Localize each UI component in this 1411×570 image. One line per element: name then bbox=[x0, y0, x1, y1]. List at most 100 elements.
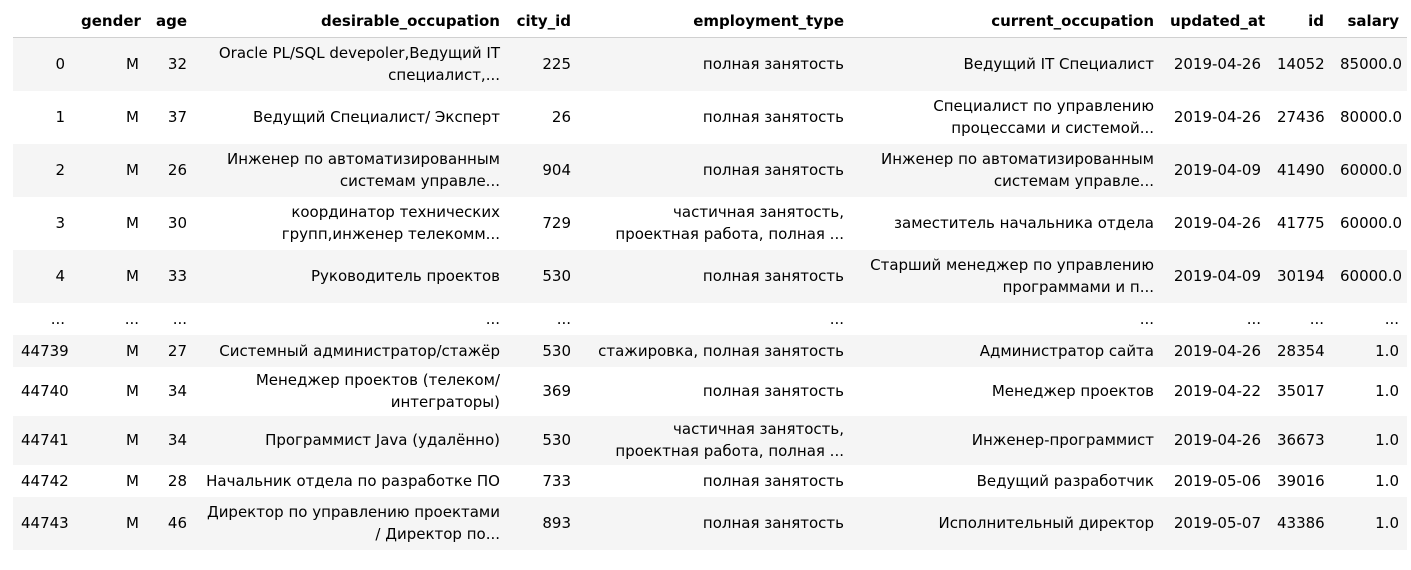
id-cell: 35017 bbox=[1277, 382, 1325, 400]
column-header-desirable-occupation: desirable_occupation bbox=[195, 5, 508, 38]
employment-type-cell: полная занятость bbox=[579, 497, 852, 550]
row-index: 44739 bbox=[21, 341, 69, 360]
column-header-index bbox=[13, 5, 73, 38]
gender-cell: M bbox=[126, 267, 139, 285]
gender-cell: M bbox=[126, 341, 139, 360]
current-occupation-text: Исполнительный директор bbox=[938, 514, 1154, 532]
employment-type-cell: полная занятость bbox=[579, 144, 852, 197]
table-row: 44740 M 34 Менеджер проектов (телеком/ и… bbox=[13, 366, 1407, 416]
employment-type-text: стажировка, полная занятость bbox=[598, 341, 844, 360]
current-occupation-text: Специалист по управлению процессами и си… bbox=[933, 97, 1154, 137]
employment-type-text: полная занятость bbox=[702, 55, 844, 74]
city-id-cell: 530 bbox=[542, 341, 571, 360]
desirable-occupation-cell: Ведущий Специалист/ Эксперт bbox=[195, 91, 508, 144]
current-occupation-cell: ... bbox=[1139, 309, 1154, 328]
updated-at-cell: 2019-04-26 bbox=[1173, 341, 1261, 360]
column-header-gender: gender bbox=[73, 5, 147, 38]
current-occupation-cell: Администратор сайта bbox=[852, 335, 1162, 367]
salary-cell: ... bbox=[1384, 309, 1399, 328]
column-header-age: age bbox=[147, 5, 195, 38]
desirable-occupation-text: Программист Java (удалённо) bbox=[265, 431, 500, 449]
ellipsis-row: ... ... ... ... ... ... ... ... ... ... bbox=[13, 302, 1407, 335]
salary-cell: 60000.0 bbox=[1340, 214, 1403, 232]
gender-cell: M bbox=[126, 431, 139, 449]
desirable-occupation-text: координатор технических групп,инженер те… bbox=[281, 203, 500, 243]
updated-at-cell: 2019-04-09 bbox=[1173, 161, 1261, 179]
age-cell: 26 bbox=[167, 161, 187, 179]
updated-at-cell: 2019-04-26 bbox=[1173, 214, 1261, 232]
current-occupation-text: Инженер по автоматизированным системам у… bbox=[880, 150, 1154, 190]
column-header-id: id bbox=[1269, 5, 1332, 38]
salary-cell: 85000.0 bbox=[1340, 55, 1403, 74]
employment-type-cell: ... bbox=[829, 309, 844, 328]
row-index: 1 bbox=[55, 108, 65, 126]
updated-at-cell: 2019-04-26 bbox=[1173, 108, 1261, 126]
employment-type-text: полная занятость bbox=[702, 161, 844, 179]
gender-cell: M bbox=[126, 514, 139, 532]
desirable-occupation-text: Начальник отдела по разработке ПО bbox=[206, 471, 500, 490]
current-occupation-text: Менеджер проектов bbox=[991, 382, 1154, 400]
column-header-updated-at: updated_at bbox=[1162, 5, 1269, 38]
employment-type-cell: частичная занятость, проектная работа, п… bbox=[579, 416, 852, 465]
gender-cell: M bbox=[126, 382, 139, 400]
gender-cell: M bbox=[126, 471, 139, 490]
header-row: gender age desirable_occupation city_id … bbox=[13, 5, 1407, 38]
desirable-occupation-text: Менеджер проектов (телеком/ интеграторы) bbox=[255, 371, 500, 411]
current-occupation-text: Инженер-программист bbox=[971, 431, 1154, 449]
column-header-current-occupation: current_occupation bbox=[852, 5, 1162, 38]
current-occupation-cell: Специалист по управлению процессами и си… bbox=[852, 91, 1162, 144]
employment-type-cell: частичная занятость, проектная работа, п… bbox=[579, 197, 852, 250]
salary-cell: 1.0 bbox=[1375, 382, 1399, 400]
updated-at-cell: 2019-04-26 bbox=[1173, 55, 1261, 74]
current-occupation-cell: Исполнительный директор bbox=[852, 497, 1162, 550]
age-cell: 28 bbox=[167, 471, 187, 490]
current-occupation-text: Ведущий разработчик bbox=[976, 471, 1154, 490]
age-cell: 34 bbox=[167, 382, 187, 400]
employment-type-cell: полная занятость bbox=[579, 91, 852, 144]
employment-type-text: полная занятость bbox=[702, 382, 844, 400]
row-index: 44740 bbox=[21, 382, 69, 400]
current-occupation-text: Ведущий IT Специалист bbox=[963, 55, 1155, 74]
city-id-cell: 733 bbox=[542, 471, 571, 490]
salary-cell: 1.0 bbox=[1375, 471, 1399, 490]
employment-type-text: полная занятость bbox=[702, 267, 844, 285]
row-index: 3 bbox=[55, 214, 65, 232]
employment-type-cell: стажировка, полная занятость bbox=[579, 335, 852, 367]
city-id-cell: 729 bbox=[542, 214, 571, 232]
row-index: ... bbox=[50, 309, 65, 328]
city-id-cell: 904 bbox=[542, 161, 571, 179]
desirable-occupation-cell: Менеджер проектов (телеком/ интеграторы) bbox=[195, 367, 508, 416]
table-row: 44741 M 34 Программист Java (удалённо) 5… bbox=[13, 415, 1407, 465]
gender-cell: M bbox=[126, 161, 139, 179]
table-row: 44742 M 28 Начальник отдела по разработк… bbox=[13, 464, 1407, 497]
id-cell: 41775 bbox=[1277, 214, 1325, 232]
desirable-occupation-text: Инженер по автоматизированным системам у… bbox=[226, 150, 500, 190]
age-cell: 46 bbox=[167, 514, 187, 532]
current-occupation-cell: Инженер-программист bbox=[852, 416, 1162, 465]
updated-at-cell: 2019-04-09 bbox=[1173, 267, 1261, 285]
desirable-occupation-text: Директор по управлению проектами / Дирек… bbox=[206, 503, 500, 543]
age-cell: 34 bbox=[167, 431, 187, 449]
dataframe-output: gender age desirable_occupation city_id … bbox=[13, 5, 1407, 550]
row-index: 0 bbox=[55, 55, 65, 74]
employment-type-text: полная занятость bbox=[702, 471, 844, 490]
desirable-occupation-cell: ... bbox=[485, 309, 500, 328]
employment-type-text: полная занятость bbox=[702, 108, 844, 126]
table-row: 4 M 33 Руководитель проектов 530 полная … bbox=[13, 249, 1407, 303]
id-cell: 36673 bbox=[1277, 431, 1325, 449]
table-row: 0 M 32 Oracle PL/SQL devepoler,Ведущий I… bbox=[13, 37, 1407, 91]
desirable-occupation-cell: Начальник отдела по разработке ПО bbox=[195, 465, 508, 497]
current-occupation-cell: Ведущий разработчик bbox=[852, 465, 1162, 497]
salary-cell: 1.0 bbox=[1375, 341, 1399, 360]
updated-at-cell: 2019-04-22 bbox=[1173, 382, 1261, 400]
age-cell: 27 bbox=[167, 341, 187, 360]
city-id-cell: 530 bbox=[542, 431, 571, 449]
employment-type-text: полная занятость bbox=[702, 514, 844, 532]
updated-at-cell: 2019-04-26 bbox=[1173, 431, 1261, 449]
table-row: 1 M 37 Ведущий Специалист/ Эксперт 26 по… bbox=[13, 90, 1407, 144]
city-id-cell: 225 bbox=[542, 55, 571, 74]
age-cell: ... bbox=[172, 309, 187, 328]
updated-at-cell: ... bbox=[1246, 309, 1261, 328]
current-occupation-text: заместитель начальника отдела bbox=[894, 214, 1154, 232]
age-cell: 32 bbox=[167, 55, 187, 74]
